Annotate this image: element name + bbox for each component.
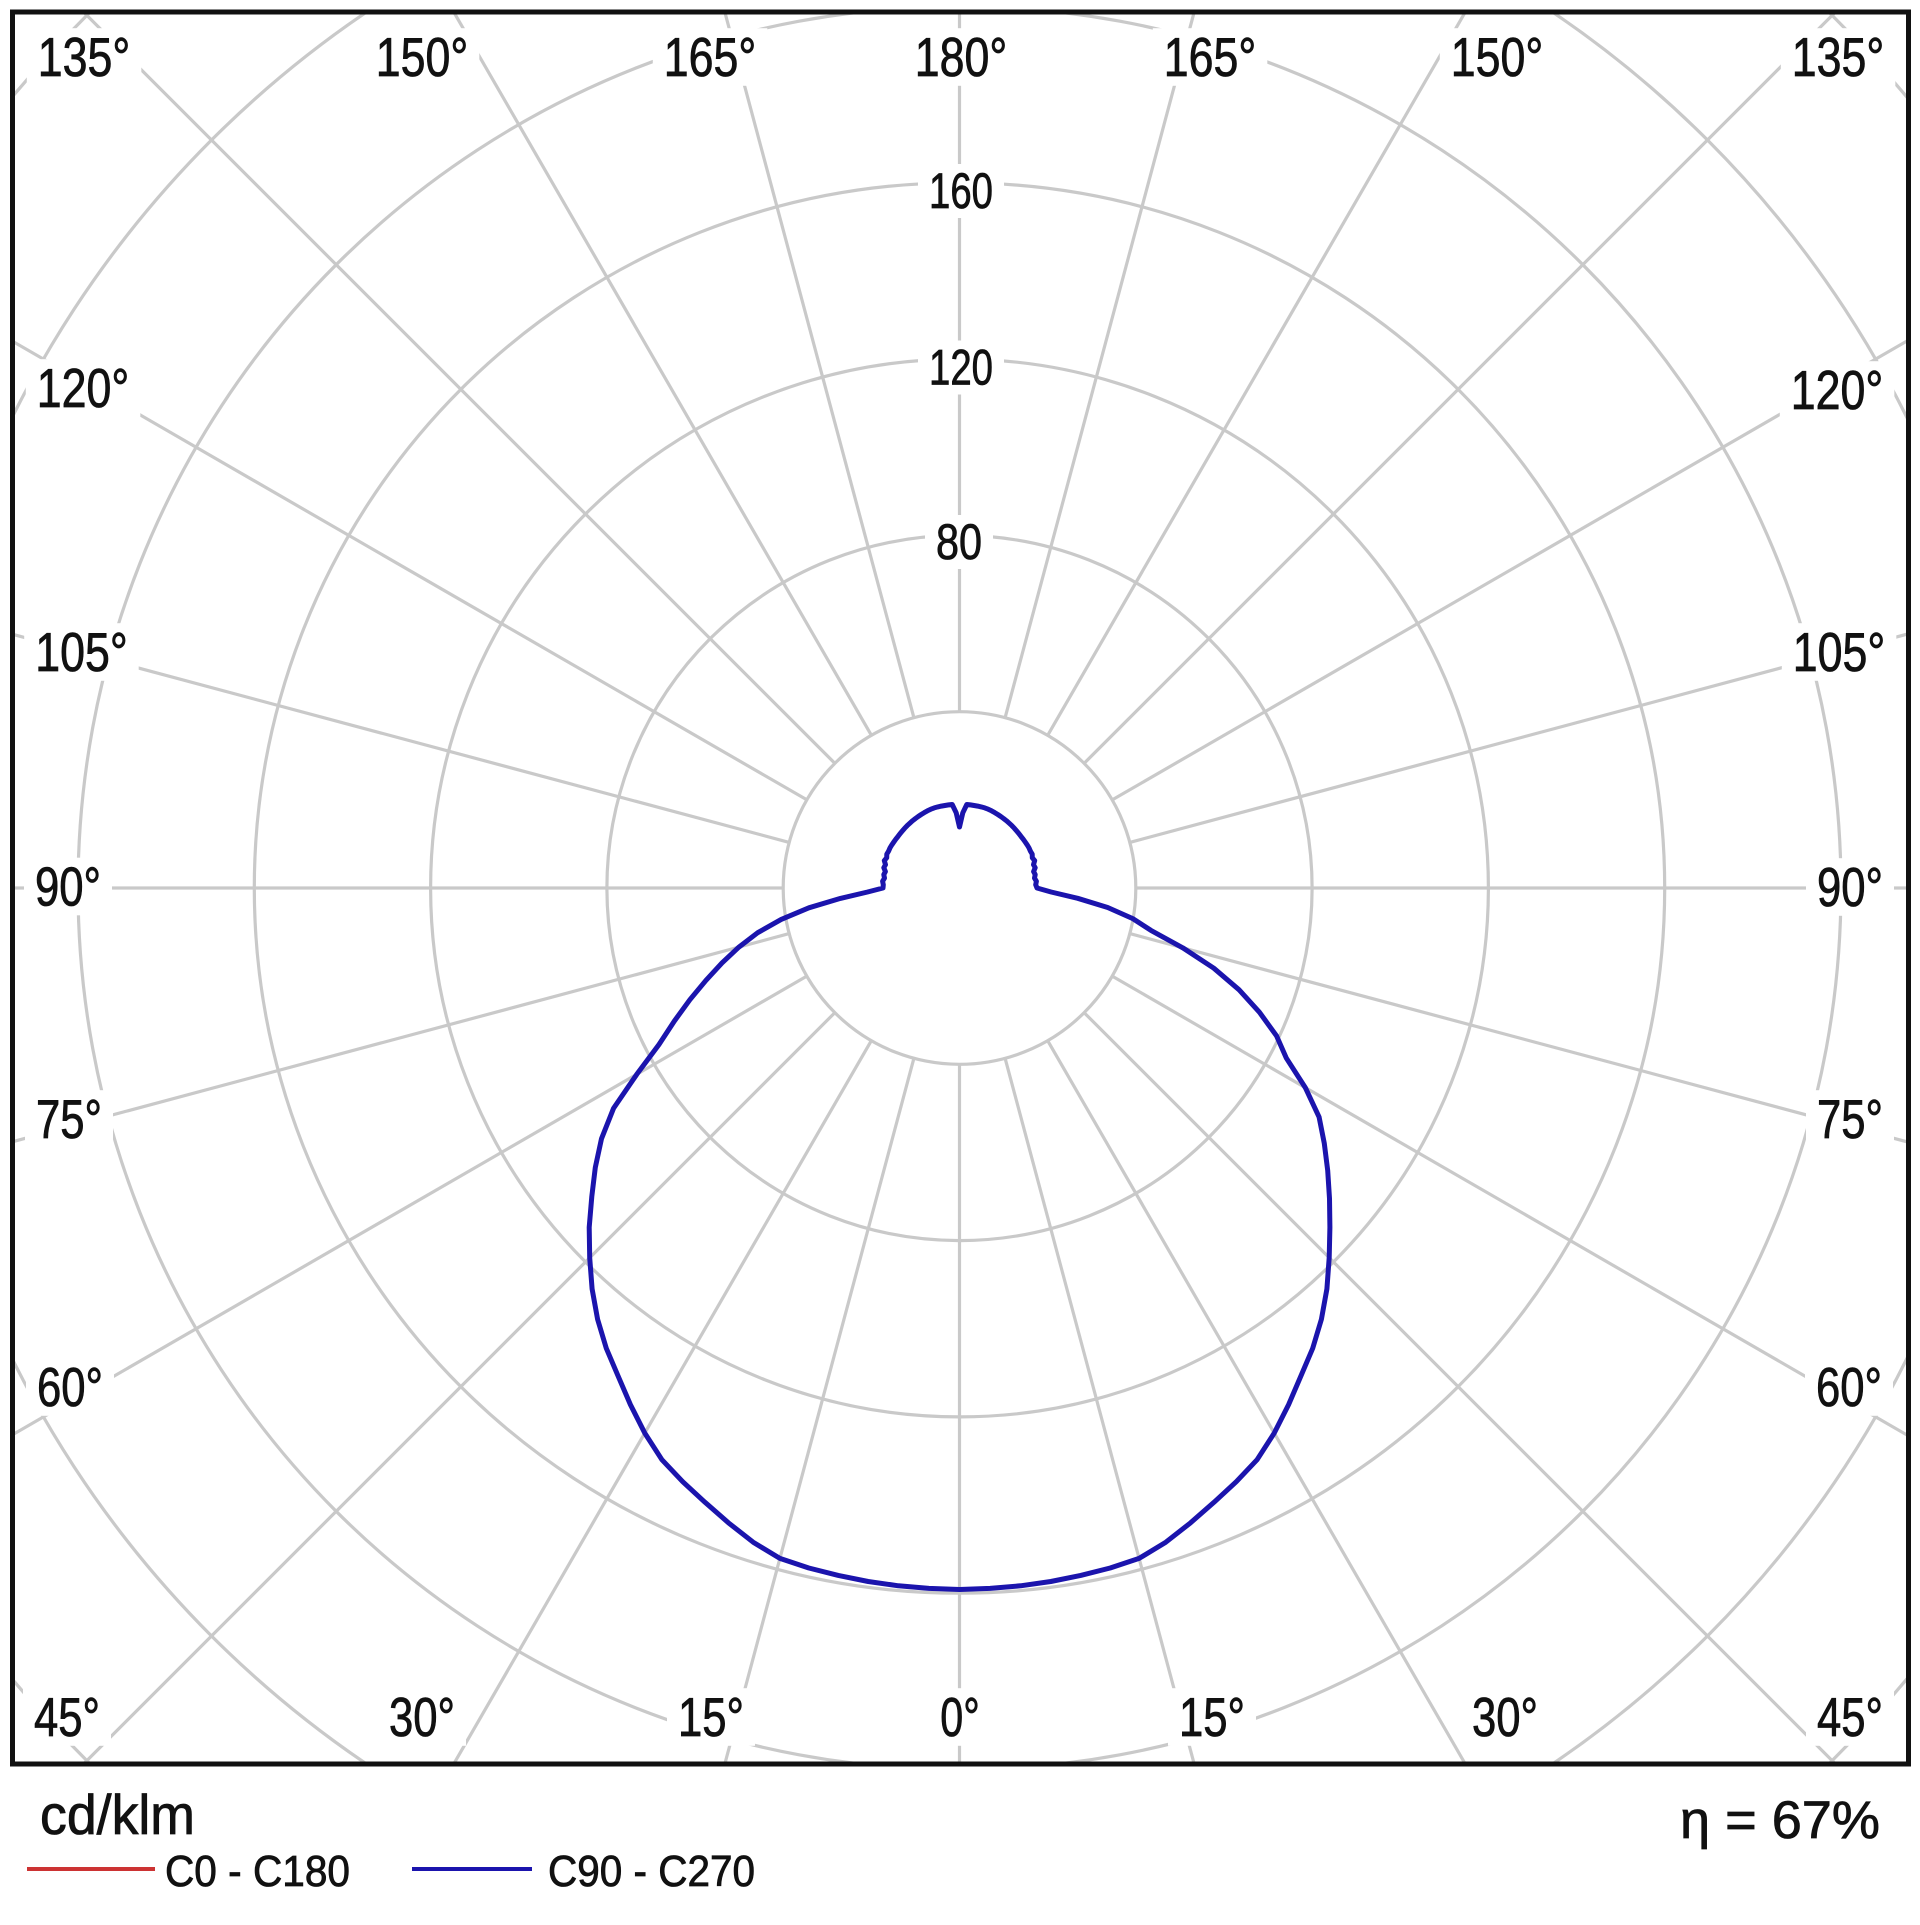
svg-text:60°: 60° bbox=[1816, 1356, 1882, 1418]
svg-text:105°: 105° bbox=[35, 621, 128, 683]
svg-text:cd/klm: cd/klm bbox=[40, 1783, 195, 1846]
svg-text:120°: 120° bbox=[1791, 359, 1884, 421]
svg-text:30°: 30° bbox=[1472, 1686, 1538, 1748]
svg-text:C0 - C180: C0 - C180 bbox=[165, 1847, 350, 1896]
svg-text:75°: 75° bbox=[36, 1088, 102, 1150]
svg-text:150°: 150° bbox=[376, 26, 469, 88]
svg-text:165°: 165° bbox=[664, 26, 757, 88]
svg-text:15°: 15° bbox=[678, 1686, 744, 1748]
svg-text:η = 67%: η = 67% bbox=[1680, 1791, 1880, 1850]
svg-text:135°: 135° bbox=[38, 26, 131, 88]
svg-text:105°: 105° bbox=[1793, 621, 1886, 683]
svg-text:180°: 180° bbox=[915, 26, 1008, 88]
svg-text:135°: 135° bbox=[1792, 26, 1885, 88]
svg-text:60°: 60° bbox=[37, 1356, 103, 1418]
svg-text:45°: 45° bbox=[1817, 1686, 1883, 1748]
svg-text:75°: 75° bbox=[1817, 1088, 1883, 1150]
svg-text:90°: 90° bbox=[35, 855, 101, 917]
svg-text:45°: 45° bbox=[34, 1686, 100, 1748]
svg-text:15°: 15° bbox=[1179, 1686, 1245, 1748]
svg-text:150°: 150° bbox=[1451, 26, 1544, 88]
svg-text:160: 160 bbox=[929, 163, 993, 219]
svg-text:165°: 165° bbox=[1164, 26, 1257, 88]
svg-text:80: 80 bbox=[936, 514, 982, 570]
svg-text:30°: 30° bbox=[389, 1686, 455, 1748]
svg-text:90°: 90° bbox=[1817, 856, 1883, 918]
svg-text:0°: 0° bbox=[940, 1686, 980, 1748]
svg-text:120°: 120° bbox=[37, 357, 130, 419]
svg-text:120: 120 bbox=[929, 340, 993, 396]
svg-text:C90 - C270: C90 - C270 bbox=[548, 1847, 755, 1896]
